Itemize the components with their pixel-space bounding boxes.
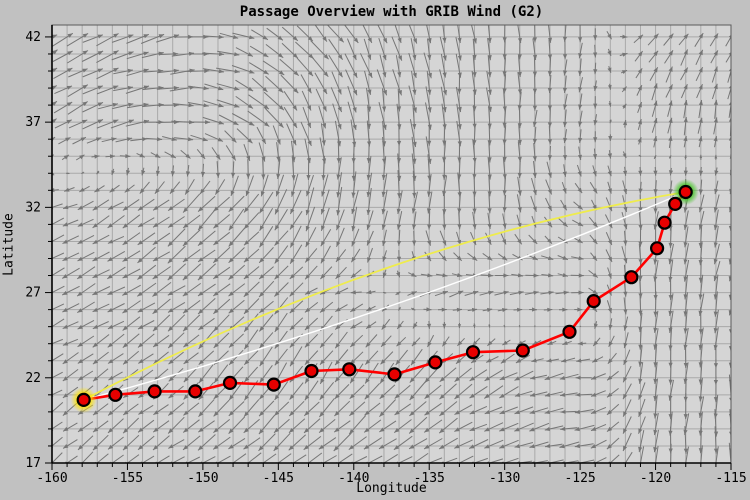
x-tick-label: -145 — [263, 471, 294, 486]
x-tick-label: -140 — [338, 471, 369, 486]
waypoint-destination-marker[interactable] — [678, 184, 693, 200]
waypoint-marker[interactable] — [147, 384, 162, 399]
waypoint-marker[interactable] — [342, 362, 357, 377]
x-tick-label: -155 — [112, 471, 143, 486]
waypoint-marker[interactable] — [387, 367, 402, 382]
x-tick-label: -160 — [36, 471, 67, 486]
waypoint-marker[interactable] — [515, 343, 530, 358]
x-tick-label: -115 — [715, 471, 746, 486]
x-tick-label: -130 — [489, 471, 520, 486]
plot-background — [52, 25, 731, 463]
waypoint-marker[interactable] — [108, 387, 123, 402]
rhumb-line — [83, 191, 687, 401]
y-tick-label: 37 — [25, 115, 41, 130]
waypoint-marker[interactable] — [266, 377, 281, 392]
x-tick-label: -125 — [564, 471, 595, 486]
waypoint-marker[interactable] — [465, 345, 481, 360]
wind-arrows — [52, 25, 731, 463]
x-tick-label: -135 — [414, 471, 445, 486]
y-tick-label: 22 — [25, 371, 41, 386]
axis-ticks — [45, 36, 732, 470]
waypoint-marker[interactable] — [657, 215, 672, 230]
y-tick-label: 42 — [25, 30, 41, 45]
tick-labels: -160 -155 -150 -145 -140 -135 -130 -125 -120 -115… — [25, 30, 746, 486]
y-axis-label: Latitude — [1, 213, 17, 276]
y-tick-label: 32 — [25, 200, 41, 215]
great-circle-line — [83, 191, 686, 401]
waypoint-marker[interactable] — [188, 384, 203, 399]
waypoint-marker[interactable] — [562, 324, 577, 339]
y-tick-label: 27 — [25, 286, 41, 301]
chart-title: Passage Overview with GRIB Wind (G2) — [239, 4, 544, 20]
waypoint-marker[interactable] — [668, 196, 683, 211]
waypoint-marker[interactable] — [624, 270, 639, 285]
waypoint-marker[interactable] — [222, 375, 238, 390]
y-tick-label: 17 — [25, 456, 41, 471]
x-tick-label: -150 — [187, 471, 218, 486]
waypoint-marker[interactable] — [649, 241, 665, 256]
waypoint-marker[interactable] — [428, 355, 443, 370]
x-tick-label: -120 — [640, 471, 671, 486]
x-axis-label: Longitude — [356, 481, 427, 496]
waypoint-start-marker[interactable] — [76, 392, 91, 407]
route-waypoints — [76, 184, 693, 407]
waypoint-marker[interactable] — [304, 363, 319, 379]
waypoint-marker[interactable] — [586, 294, 601, 309]
